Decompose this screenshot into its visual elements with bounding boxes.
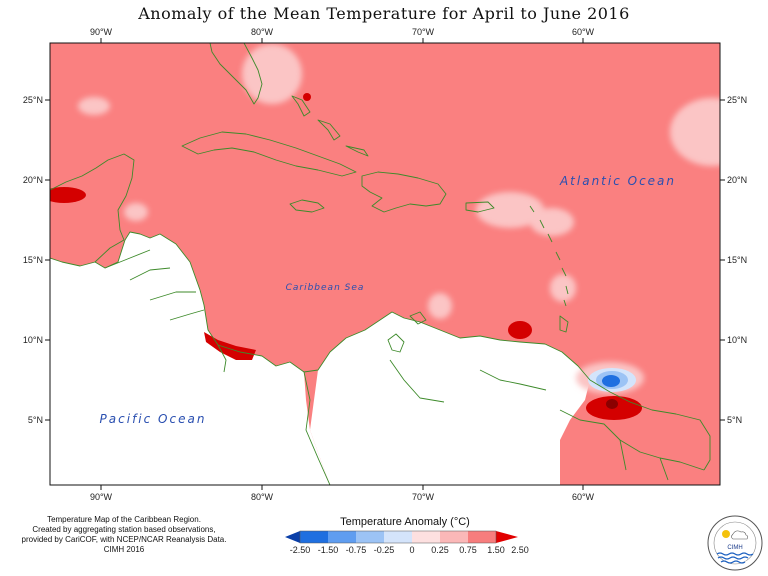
lat-tick-right-20n: 20°N (727, 175, 747, 185)
atlantic-ocean-label: Atlantic Ocean (559, 174, 676, 188)
legend-label-p075: 0.75 (459, 545, 477, 555)
legend-label-m025: -0.25 (374, 545, 395, 555)
legend-label-m150: -1.50 (318, 545, 339, 555)
strong-core-guyana (606, 399, 618, 409)
light-blob-leeward (530, 208, 574, 236)
light-blob-curacao (428, 293, 452, 319)
outline-lesser-antilles (529, 205, 569, 333)
legend-label-p150: 1.50 (487, 545, 505, 555)
legend-label-p250: 2.50 (511, 545, 529, 555)
cimh-logo-icon: CIMH (707, 515, 763, 571)
credits-line-1: Temperature Map of the Caribbean Region. (47, 515, 201, 524)
lon-tick-top-90w: 90°W (90, 27, 113, 37)
caribbean-sea-label: Caribbean Sea (286, 283, 365, 293)
strong-blob-mexico (50, 187, 86, 203)
outline-yucatan (50, 153, 135, 241)
light-blob-florida (242, 44, 302, 104)
outline-borders-south (303, 359, 705, 485)
legend-label-m075: -0.75 (346, 545, 367, 555)
legend-label-p025: 0.25 (431, 545, 449, 555)
light-blob-belize (124, 203, 148, 221)
map-frame (49, 42, 721, 486)
legend-label-m250: -2.50 (290, 545, 311, 555)
legend-bin-6 (440, 531, 468, 543)
outline-central-america (50, 231, 305, 373)
lat-tick-right-25n: 25°N (727, 95, 747, 105)
legend-bin-2 (328, 531, 356, 543)
lat-tick-left-15n: 15°N (23, 255, 43, 265)
lon-tick-top-80w: 80°W (251, 27, 274, 37)
pacific-ocean-label: Pacific Ocean (100, 412, 207, 426)
light-blob-atlantic-east (670, 98, 720, 166)
strong-blob-bahamas (303, 93, 311, 101)
light-blob-windward (550, 274, 576, 302)
lat-tick-right-5n: 5°N (727, 415, 742, 425)
legend-label-zero: 0 (409, 545, 414, 555)
legend-bin-7 (468, 531, 496, 543)
light-blob-gulf (78, 97, 110, 115)
lat-tick-left-5n: 5°N (28, 415, 43, 425)
legend-bin-1 (300, 531, 328, 543)
outline-maracaibo (387, 311, 427, 353)
lon-tick-bottom-90w: 90°W (90, 492, 113, 502)
cold-blob-inner (602, 375, 620, 387)
map-credits: Temperature Map of the Caribbean Region.… (14, 515, 234, 555)
legend-colorbar (285, 530, 518, 544)
map-title: Anomaly of the Mean Temperature for Apri… (138, 4, 630, 23)
lat-tick-left-10n: 10°N (23, 335, 43, 345)
legend-bin-0 (285, 531, 300, 543)
legend-title: Temperature Anomaly (°C) (340, 516, 470, 528)
outline-bahamas (291, 95, 369, 157)
lon-tick-bottom-70w: 70°W (412, 492, 435, 502)
legend-bin-3 (356, 531, 384, 543)
legend-bin-5 (412, 531, 440, 543)
lat-tick-left-25n: 25°N (23, 95, 43, 105)
light-blob-virgin-islands (476, 192, 544, 228)
outline-hispaniola (361, 171, 447, 213)
land-central-america (50, 232, 330, 485)
lat-tick-right-15n: 15°N (727, 255, 747, 265)
lon-tick-top-60w: 60°W (572, 27, 595, 37)
legend-bin-4 (384, 531, 412, 543)
outline-jamaica (289, 199, 325, 213)
outline-florida (209, 43, 263, 105)
lon-tick-bottom-60w: 60°W (572, 492, 595, 502)
outline-borders-central (94, 239, 227, 373)
credits-line-3: provided by CariCOF, with NCEP/NCAR Rean… (21, 535, 227, 544)
legend-bin-8 (496, 531, 518, 543)
outline-puerto-rico (465, 201, 495, 213)
outline-cuba (181, 131, 357, 177)
logo-text: CIMH (727, 545, 742, 551)
credits-line-2: Created by aggregating station based obs… (32, 525, 216, 534)
land-south-america (310, 312, 590, 485)
lon-tick-top-70w: 70°W (412, 27, 435, 37)
lat-tick-left-20n: 20°N (23, 175, 43, 185)
outline-south-america (303, 311, 711, 471)
credits-line-4: CIMH 2016 (103, 545, 145, 554)
strong-blob-venezuela-east (508, 321, 532, 339)
lat-tick-right-10n: 10°N (727, 335, 747, 345)
lon-tick-bottom-80w: 80°W (251, 492, 274, 502)
